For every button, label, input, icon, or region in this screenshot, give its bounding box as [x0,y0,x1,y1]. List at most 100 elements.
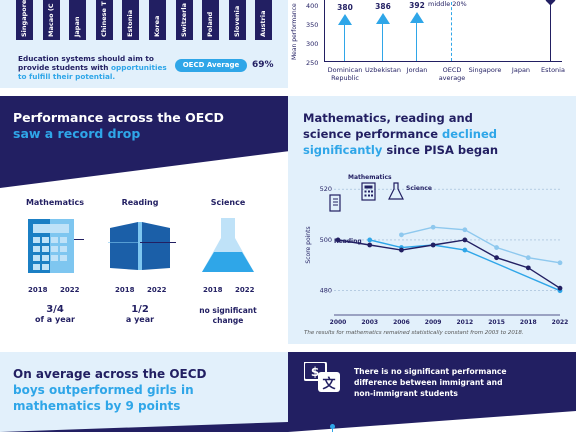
aim-line-1: Education systems should aim to [18,54,154,63]
country-bar: Estonia [122,0,140,40]
reading-column: Reading [100,198,180,207]
tr-value-stem [344,18,345,61]
math-year-end: 2022 [60,286,80,294]
tr-baseline [324,61,562,62]
svg-text:文: 文 [322,376,336,392]
tr-category-label: Japan [511,66,531,74]
top-left-panel: Singapore Macao (C Japan Chinese T Estonia Ko… [0,0,288,88]
series-point [557,260,563,266]
legend-science: Science [406,185,432,192]
tr-triangle-marker [376,13,390,24]
oecd-average-value: 69% [252,60,274,70]
legend-mathematics: Mathematics [348,174,392,181]
bottom-right-marker-dot [330,424,335,429]
math-drop-value: 3/4 of a year [35,304,75,324]
gender-gap-title: On average across the OECD boys outperfo… [13,367,207,413]
chart-x-tick: 2012 [457,319,474,326]
tr-category-label: Singapore [468,66,502,74]
series-point [494,255,499,261]
country-bar: Chinese T [95,0,113,40]
svg-text:$: $ [311,365,319,379]
chart-y-tick: 500 [320,236,332,244]
tr-estonia-stem [550,2,551,61]
chart-x-tick: 2006 [393,319,410,326]
aim-line-2: provide students with opportunities [18,63,167,72]
country-name: Switzerla [179,2,188,37]
chart-y-tick: 480 [320,287,332,295]
middle-left-body: Mathematics 2018 2022 3/4 of a year Read… [0,188,288,340]
tr-value-label: 392 [409,1,425,10]
country-bar: Singapore [16,0,33,40]
series-point [525,255,531,261]
legend-reading: Reading [334,238,362,245]
chart-x-tick: 2000 [330,319,347,326]
record-drop-title: Performance across the OECD saw a record… [13,110,224,141]
science-year-start: 2018 [203,286,223,294]
tr-tick-label: 400 [306,2,319,10]
mean-performance-axis-label: Mean performance [291,3,298,60]
trend-line-chart: Score points 520 500 480 2000 2003 2006 2009 201… [305,174,569,326]
series-point [335,237,341,243]
series-line-reading [337,239,561,289]
country-name: Chinese T [99,1,108,37]
legend-flask-icon [388,182,404,200]
math-subject-label: Mathematics [25,198,85,207]
country-name: Japan [73,16,82,37]
immigrant-text: There is no significant performance diff… [354,367,507,398]
tr-tick-label: 350 [306,21,319,29]
flask-icon [202,218,254,272]
series-line-mathematics [369,239,561,292]
decline-title: Mathematics, reading and science perform… [303,111,499,157]
series-point [399,232,404,238]
calculator-icon [28,219,84,273]
series-point [494,245,499,250]
math-column: Mathematics [15,198,95,207]
reading-subject-label: Reading [121,198,159,207]
science-subject-label: Science [210,198,246,207]
legend-calculator-icon [361,182,376,201]
country-name: Slovenia [232,5,241,37]
tr-value-label: 380 [337,3,353,12]
country-name: Estonia [126,9,135,37]
country-name: Poland [206,11,215,37]
country-bar: Slovenia [228,0,246,40]
science-change-value: no significant change [199,306,257,325]
aim-text: Education systems should aim to provide … [18,54,178,81]
chart-x-tick: 2009 [425,319,442,326]
series-point [525,265,531,271]
reading-year-start: 2018 [115,286,135,294]
reading-drop-value: 1/2 a year [125,304,155,324]
chart-x-tick: 2003 [361,319,378,326]
translate-icon: $ 文 [304,362,340,392]
chart-x-tick: 2022 [552,319,569,326]
middle-20-label: middle 20% [428,0,467,8]
country-bar: Switzerla [175,0,193,40]
tr-category-label: Estonia [541,66,565,74]
series-point [462,227,468,233]
series-point [430,224,436,230]
tr-category-label: Dominican Republic [327,66,363,82]
top-right-panel: Mean performance 400 350 300 250 380 Dominic… [288,0,576,88]
tr-value-stem [416,18,417,61]
country-bar: Japan [69,0,87,40]
tr-category-label: Jordan [406,66,428,74]
chart-x-tick: 2015 [488,319,505,326]
chart-x-tick: 2018 [520,319,537,326]
series-point [367,242,373,248]
tr-value-stem [382,18,383,61]
science-year-end: 2022 [235,286,255,294]
chart-y-tick: 520 [320,185,332,193]
tr-tick-label: 250 [306,59,319,67]
country-bar: Korea [149,0,166,40]
tr-axis-line [324,0,325,61]
math-year-start: 2018 [28,286,48,294]
country-name: Austria [259,10,268,37]
country-name: Korea [153,15,161,37]
oecd-average-pill: OECD Average [175,59,247,72]
country-bar: Macao (C [42,0,60,40]
series-point [399,247,404,253]
science-column: Science [188,198,268,207]
bottom-right-panel: $ 文 There is no significant performance … [288,352,576,432]
middle-right-panel: Mathematics, reading and science perform… [288,96,576,344]
tr-category-label: Uzbekistan [365,66,401,74]
